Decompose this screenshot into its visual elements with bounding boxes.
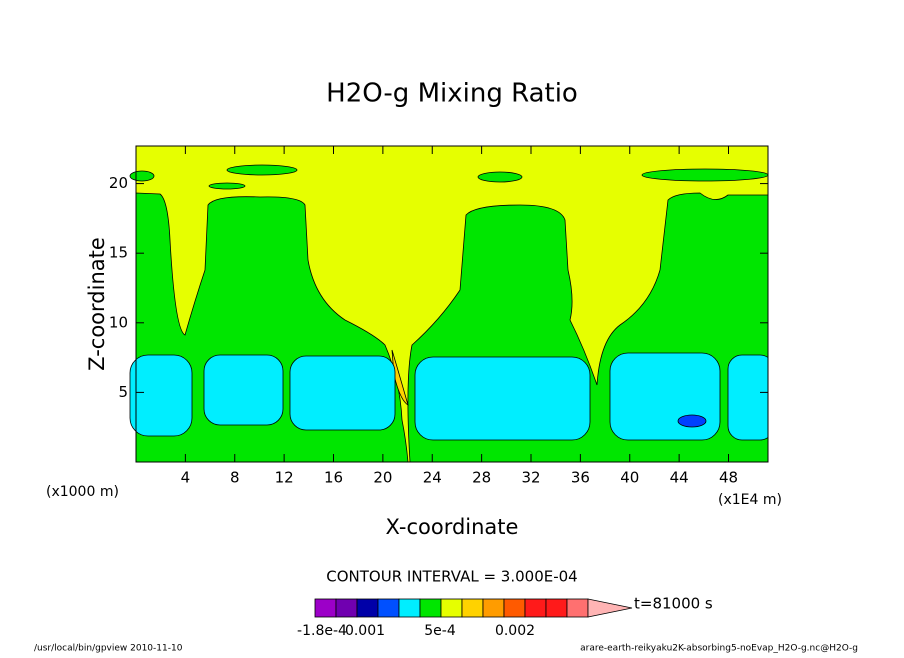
colorbar-box — [482, 598, 505, 618]
colorbar-label: 0.001 — [345, 623, 385, 639]
colorbar-label: -1.8e-4 — [297, 623, 347, 639]
x-unit-label: (x1E4 m) — [718, 492, 782, 508]
x-tick-label: 8 — [230, 469, 240, 487]
chart-title: H2O-g Mixing Ratio — [326, 79, 578, 109]
cyan-region — [289, 355, 396, 431]
cyan-region — [129, 354, 193, 437]
colorbar-box — [335, 598, 358, 618]
x-tick-label: 20 — [373, 469, 392, 487]
cyan-region — [203, 354, 284, 426]
x-tick-label: 4 — [181, 469, 191, 487]
colorbar-box — [566, 598, 589, 618]
green-region — [226, 164, 298, 176]
x-axis-label: X-coordinate — [386, 515, 519, 539]
colorbar-box — [419, 598, 442, 618]
y-tick-label: 20 — [109, 174, 128, 192]
x-tick-label: 32 — [521, 469, 540, 487]
contour-interval: CONTOUR INTERVAL = 3.000E-04 — [326, 568, 577, 586]
y-tick-label: 5 — [118, 383, 128, 401]
x-tick-label: 24 — [423, 469, 442, 487]
gold-region — [391, 349, 409, 406]
y-axis-label: Z-coordinate — [85, 237, 109, 371]
footer: arare-earth-reikyaku2K-absorbing5-noEvap… — [580, 644, 858, 654]
y-tick-label: 10 — [109, 313, 128, 331]
x-tick-label: 40 — [620, 469, 639, 487]
blue-region — [677, 414, 707, 428]
colorbar-box — [461, 598, 484, 618]
colorbar-box — [440, 598, 463, 618]
plot-frame — [135, 145, 769, 463]
y-tick-label: 15 — [109, 244, 128, 262]
colorbar-arrow — [587, 598, 633, 618]
green-region — [477, 171, 523, 183]
x-tick-label: 48 — [719, 469, 738, 487]
green-region — [129, 170, 155, 182]
x-unit-label: (x1000 m) — [46, 484, 119, 500]
cyan-region — [727, 354, 775, 441]
clip-mask — [768, 146, 788, 462]
x-tick-label: 16 — [324, 469, 343, 487]
colorbar-box — [503, 598, 526, 618]
x-tick-label: 12 — [275, 469, 294, 487]
contour-field — [129, 145, 788, 463]
cyan-region — [609, 352, 721, 441]
colorbar-box — [545, 598, 568, 618]
colorbar-box — [356, 598, 379, 618]
colorbar-label: 5e-4 — [424, 623, 456, 639]
colorbar-box — [524, 598, 547, 618]
green-region — [641, 168, 769, 182]
time-label: t=81000 s — [634, 595, 713, 613]
x-tick-label: 44 — [670, 469, 689, 487]
cyan-region — [414, 356, 591, 441]
x-tick-label: 28 — [472, 469, 491, 487]
footer: /usr/local/bin/gpview 2010-11-10 — [34, 644, 183, 654]
colorbar-box — [377, 598, 400, 618]
colorbar-box — [314, 598, 337, 618]
green-region — [208, 182, 246, 190]
x-tick-label: 36 — [571, 469, 590, 487]
colorbar-box — [398, 598, 421, 618]
colorbar-label: 0.002 — [495, 623, 535, 639]
